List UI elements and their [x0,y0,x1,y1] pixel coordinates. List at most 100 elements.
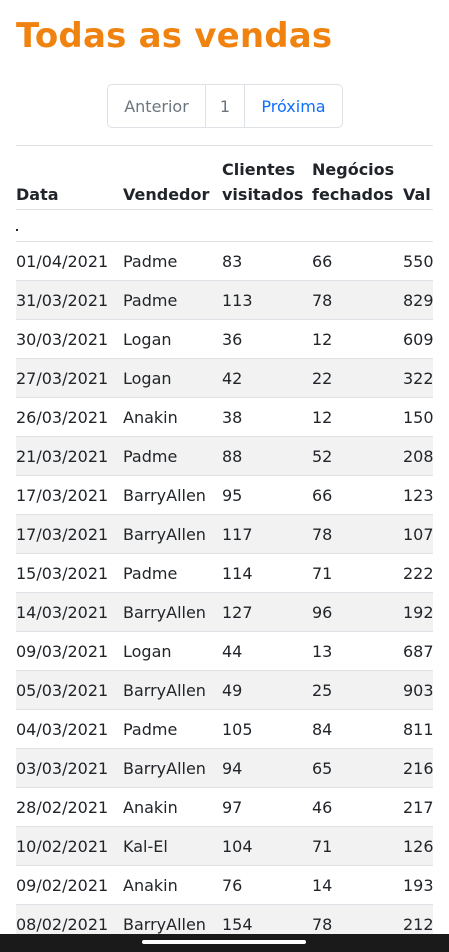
table-row: 27/03/2021 Logan 42 22 322 [16,358,433,398]
cell-deals-closed: 78 [312,280,403,320]
table-row: 05/03/2021 BarryAllen 49 25 903 [16,670,433,710]
cell-date: 31/03/2021 [16,280,123,320]
cell-clients-visited: 104 [222,826,312,866]
header-label: Clientes [222,160,295,179]
cell-date: 15/03/2021 [16,553,123,593]
cell-seller: Kal-El [123,826,222,866]
cell-clients-visited: 44 [222,631,312,671]
cell-date: 09/02/2021 [16,865,123,905]
table-row: 09/02/2021 Anakin 76 14 193 [16,865,433,905]
table-row: 30/03/2021 Logan 36 12 609 [16,319,433,359]
cell-value: 687 [403,631,433,671]
header-label: Data [16,185,59,204]
cell-deals-closed: 52 [312,436,403,476]
table-row: 17/03/2021 BarryAllen 95 66 123 [16,475,433,515]
cell-deals-closed: 22 [312,358,403,398]
cell-value: 322 [403,358,433,398]
cell-seller: BarryAllen [123,670,222,710]
cell-deals-closed: 84 [312,709,403,749]
cell-deals-closed: 25 [312,670,403,710]
sales-table-container[interactable]: Data Vendedor Clientes visitados Negócios fec… [16,145,433,945]
cell-seller: Anakin [123,397,222,437]
header-label: Val [403,185,431,204]
cell-seller: Logan [123,358,222,398]
cell-value: 208 [403,436,433,476]
header-value: Val [403,145,433,210]
cell-deals-closed: 66 [312,241,403,281]
pagination: Anterior 1 Próxima [107,84,343,128]
pagination-page-1[interactable]: 1 [206,85,245,127]
cell-seller: BarryAllen [123,748,222,788]
cell-clients-visited: 83 [222,241,312,281]
cell-seller: Anakin [123,865,222,905]
table-row: 17/03/2021 BarryAllen 117 78 107 [16,514,433,554]
cell-clients-visited: 117 [222,514,312,554]
table-row: 04/03/2021 Padme 105 84 811 [16,709,433,749]
cell-value: 216 [403,748,433,788]
cell-value: 192 [403,592,433,632]
cell-date: 30/03/2021 [16,319,123,359]
cell-clients-visited: 36 [222,319,312,359]
page-title: Todas as vendas [16,16,333,56]
cell-value: 150 [403,397,433,437]
table-filter-row [16,209,433,242]
header-label: visitados [222,185,304,204]
header-clients-visited: Clientes visitados [222,145,312,210]
table-row: 31/03/2021 Padme 113 78 829 [16,280,433,320]
cell-seller: Padme [123,436,222,476]
cell-value: 550 [403,241,433,281]
cell-seller: Padme [123,280,222,320]
cell-clients-visited: 97 [222,787,312,827]
cell-value: 126 [403,826,433,866]
cell-date: 04/03/2021 [16,709,123,749]
header-date: Data [16,145,123,210]
cell-deals-closed: 14 [312,865,403,905]
cell-date: 17/03/2021 [16,514,123,554]
cell-seller: BarryAllen [123,475,222,515]
cell-value: 217 [403,787,433,827]
row-marker [16,229,18,231]
cell-date: 03/03/2021 [16,748,123,788]
table-row: 03/03/2021 BarryAllen 94 65 216 [16,748,433,788]
cell-seller: BarryAllen [123,592,222,632]
cell-date: 27/03/2021 [16,358,123,398]
cell-value: 811 [403,709,433,749]
cell-value: 123 [403,475,433,515]
table-row: 26/03/2021 Anakin 38 12 150 [16,397,433,437]
table-row: 09/03/2021 Logan 44 13 687 [16,631,433,671]
cell-clients-visited: 95 [222,475,312,515]
table-row: 14/03/2021 BarryAllen 127 96 192 [16,592,433,632]
cell-clients-visited: 114 [222,553,312,593]
table-row: 15/03/2021 Padme 114 71 222 [16,553,433,593]
sales-table: Data Vendedor Clientes visitados Negócios fec… [16,145,433,944]
table-row: 01/04/2021 Padme 83 66 550 [16,241,433,281]
cell-value: 609 [403,319,433,359]
header-seller: Vendedor [123,145,222,210]
cell-seller: Padme [123,241,222,281]
cell-seller: Padme [123,709,222,749]
header-deals-closed: Negócios fechados [312,145,403,210]
cell-value: 829 [403,280,433,320]
header-label: Negócios [312,160,395,179]
cell-date: 14/03/2021 [16,592,123,632]
cell-deals-closed: 71 [312,553,403,593]
cell-deals-closed: 66 [312,475,403,515]
cell-seller: Anakin [123,787,222,827]
cell-date: 05/03/2021 [16,670,123,710]
system-navigation-bar [0,934,449,952]
pagination-next-button[interactable]: Próxima [261,96,326,116]
cell-deals-closed: 12 [312,319,403,359]
pagination-previous-button[interactable]: Anterior [108,85,206,127]
table-row: 28/02/2021 Anakin 97 46 217 [16,787,433,827]
cell-seller: Logan [123,631,222,671]
cell-clients-visited: 76 [222,865,312,905]
cell-date: 21/03/2021 [16,436,123,476]
cell-date: 28/02/2021 [16,787,123,827]
cell-seller: Logan [123,319,222,359]
cell-deals-closed: 71 [312,826,403,866]
cell-deals-closed: 46 [312,787,403,827]
cell-clients-visited: 94 [222,748,312,788]
cell-date: 17/03/2021 [16,475,123,515]
home-gesture-handle[interactable] [142,940,306,944]
cell-clients-visited: 49 [222,670,312,710]
